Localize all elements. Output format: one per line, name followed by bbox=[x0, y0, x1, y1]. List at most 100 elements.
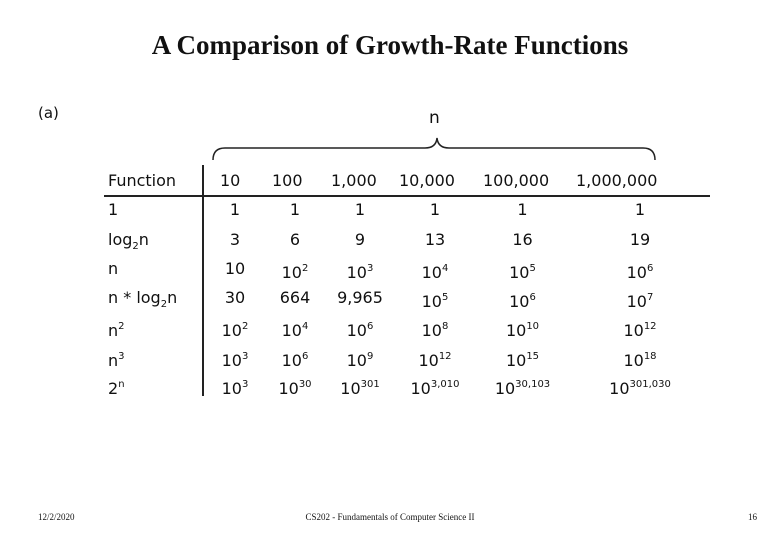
value-cell: 1030 bbox=[265, 375, 325, 398]
column-header: 100 bbox=[272, 171, 303, 190]
cell-base: 10 bbox=[421, 321, 442, 340]
cell-base: 10 bbox=[626, 292, 647, 311]
cell-sup: 4 bbox=[301, 321, 309, 332]
cell-sup: 2 bbox=[241, 321, 249, 332]
cell-sup: 15 bbox=[526, 351, 540, 362]
value-cell: 105 bbox=[475, 259, 570, 282]
cell-base: 10 bbox=[505, 321, 527, 340]
value-cell: 1010 bbox=[475, 317, 570, 340]
cell-base: 10 bbox=[410, 379, 431, 398]
function-cell: n * log2n bbox=[108, 288, 178, 310]
value-cell: 6 bbox=[289, 230, 301, 249]
cell-sup: 301,030 bbox=[629, 379, 671, 390]
cell-sup: 6 bbox=[646, 263, 654, 274]
cell-base: 10 bbox=[505, 351, 527, 370]
cell-sup: 301 bbox=[360, 379, 380, 390]
cell-sup: 3 bbox=[241, 351, 249, 362]
value-cell: 664 bbox=[279, 288, 311, 307]
function-cell: n bbox=[108, 259, 119, 278]
footer-course: CS202 - Fundamentals of Computer Science… bbox=[305, 512, 475, 522]
cell-sup: 30,103 bbox=[515, 379, 551, 390]
cell-base: 10 bbox=[281, 321, 302, 340]
cell-sup: 12 bbox=[643, 321, 657, 332]
cell-base: 10 bbox=[509, 292, 530, 311]
cell-sup: 9 bbox=[366, 351, 374, 362]
cell-sup: 3,010 bbox=[430, 379, 460, 390]
cell-base: 10 bbox=[281, 351, 302, 370]
value-cell: 1 bbox=[429, 200, 441, 219]
value-cell: 9,965 bbox=[337, 288, 383, 307]
value-cell: 1030,103 bbox=[475, 375, 570, 398]
value-cell: 3 bbox=[229, 230, 241, 249]
footer-date: 12/2/2020 bbox=[38, 512, 75, 522]
cell-base: 10 bbox=[340, 379, 361, 398]
cell-base: 10 bbox=[281, 263, 302, 282]
value-cell: 104 bbox=[395, 259, 475, 282]
cell-sup: 10 bbox=[526, 321, 540, 332]
value-cell: 109 bbox=[325, 347, 395, 370]
cell-base: log bbox=[108, 230, 133, 249]
function-cell: 2n bbox=[108, 375, 125, 398]
cell-base: 2 bbox=[108, 379, 119, 398]
column-header: 1,000 bbox=[331, 171, 377, 190]
column-header: 10,000 bbox=[399, 171, 455, 190]
value-cell: 106 bbox=[475, 288, 570, 311]
cell-base: 10 bbox=[346, 263, 367, 282]
function-cell: n2 bbox=[108, 317, 125, 340]
value-cell: 106 bbox=[570, 259, 710, 282]
cell-base: 10 bbox=[278, 379, 299, 398]
cell-sup: n bbox=[118, 379, 125, 390]
column-header: Function bbox=[108, 171, 177, 190]
cell-tail: n bbox=[138, 230, 149, 249]
value-cell: 105 bbox=[395, 288, 475, 311]
value-cell: 30 bbox=[224, 288, 246, 307]
cell-base: 10 bbox=[346, 321, 367, 340]
cell-base: 10 bbox=[626, 263, 647, 282]
value-cell: 104 bbox=[265, 317, 325, 340]
cell-sup: 8 bbox=[441, 321, 449, 332]
cell-base: 10 bbox=[609, 379, 630, 398]
column-header: 100,000 bbox=[483, 171, 550, 190]
value-cell: 1012 bbox=[570, 317, 710, 340]
cell-sup: 6 bbox=[366, 321, 374, 332]
value-cell: 1018 bbox=[570, 347, 710, 370]
brace-label: n bbox=[429, 108, 440, 128]
value-cell: 1 bbox=[229, 200, 241, 219]
function-cell: 1 bbox=[108, 200, 119, 219]
cell-sup: 6 bbox=[301, 351, 309, 362]
value-cell: 103 bbox=[325, 259, 395, 282]
value-cell: 102 bbox=[205, 317, 265, 340]
cell-sub: 2 bbox=[132, 241, 139, 252]
value-cell: 10 bbox=[224, 259, 246, 278]
function-cell: log2n bbox=[108, 230, 149, 252]
cell-base: 10 bbox=[418, 351, 439, 370]
cell-sup: 3 bbox=[366, 263, 374, 274]
value-cell: 19 bbox=[629, 230, 651, 249]
cell-tail: n bbox=[167, 288, 178, 307]
cell-base: 10 bbox=[494, 379, 516, 398]
cell-base: n * log bbox=[108, 288, 161, 307]
value-cell: 103,010 bbox=[395, 375, 475, 398]
value-cell: 108 bbox=[395, 317, 475, 340]
value-cell: 10301 bbox=[325, 375, 395, 398]
column-header: 10 bbox=[220, 171, 241, 190]
cell-sub: 2 bbox=[160, 299, 168, 310]
value-cell: 1015 bbox=[475, 347, 570, 370]
cell-sup: 6 bbox=[529, 292, 536, 303]
cell-sup: 18 bbox=[643, 351, 657, 362]
cell-sup: 30 bbox=[298, 379, 312, 390]
value-cell: 1 bbox=[634, 200, 646, 219]
value-cell: 13 bbox=[424, 230, 446, 249]
value-cell: 106 bbox=[325, 317, 395, 340]
cell-base: 10 bbox=[509, 263, 530, 282]
cell-sup: 12 bbox=[438, 351, 452, 362]
brace bbox=[212, 137, 656, 161]
value-cell: 10301,030 bbox=[570, 375, 710, 398]
cell-sup: 2 bbox=[118, 321, 125, 332]
cell-sup: 5 bbox=[441, 292, 449, 303]
cell-sup: 3 bbox=[241, 379, 249, 390]
value-cell: 1012 bbox=[395, 347, 475, 370]
cell-sup: 3 bbox=[118, 351, 125, 362]
cell-base: 10 bbox=[221, 321, 242, 340]
cell-base: 10 bbox=[623, 321, 644, 340]
